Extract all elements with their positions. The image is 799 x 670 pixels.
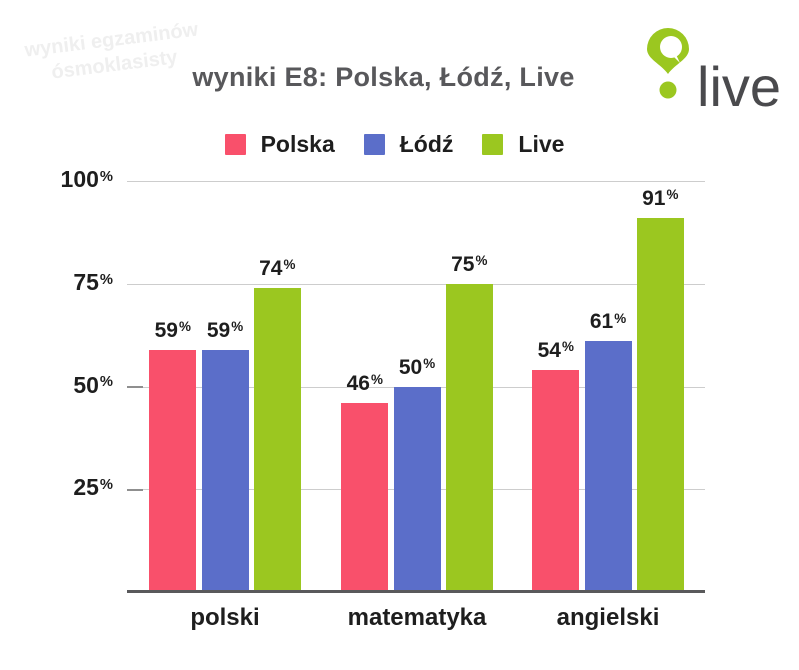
live-logo: live — [633, 24, 793, 118]
y-axis-label-25: 25% — [73, 474, 113, 501]
bar-live-polski — [253, 287, 301, 592]
bar-polska-polski — [149, 349, 197, 592]
x-axis-label-angielski: angielski — [556, 604, 660, 631]
legend-swatch-live — [482, 133, 504, 155]
bar-value-label: 74% — [259, 256, 296, 280]
bar-polska-matematyka — [341, 402, 389, 592]
chart-legend: Polska Łódź Live — [0, 131, 799, 157]
x-axis-label-polski: polski — [190, 604, 260, 631]
x-axis-line — [127, 590, 705, 593]
legend-swatch-polska — [224, 133, 246, 155]
y-tick-mark-50 — [127, 386, 143, 388]
legend-item-łódź: Łódź — [363, 130, 454, 158]
bar-łódź-polski — [201, 349, 249, 592]
bar-value-label: 61% — [589, 310, 627, 334]
chart-title: wyniki E8: Polska, Łódź, Live — [192, 62, 575, 92]
y-tick-mark-25 — [127, 488, 143, 491]
bar-value-label: 59% — [206, 318, 244, 342]
logo-text: live — [697, 55, 782, 118]
plot-area: 59% 46% 54% 59% 50% 61% 74% 75% 91% — [127, 181, 705, 592]
bar-value-label: 59% — [154, 318, 191, 342]
bar-value-label: 54% — [537, 339, 574, 363]
legend-label-łódź: Łódź — [399, 130, 454, 157]
bar-łódź-angielski — [584, 341, 632, 592]
bar-value-label: 50% — [398, 355, 436, 379]
gridline-100 — [127, 181, 705, 182]
bar-value-label: 46% — [346, 371, 383, 395]
bar-polska-angielski — [532, 370, 580, 592]
legend-swatch-łódź — [363, 133, 385, 155]
y-axis-label-75: 75% — [73, 268, 113, 295]
x-axis-label-matematyka: matematyka — [347, 604, 487, 631]
legend-item-polska: Polska — [224, 130, 335, 158]
bar-value-label: 91% — [642, 186, 679, 210]
legend-label-polska: Polska — [260, 130, 335, 157]
bar-value-label: 75% — [451, 252, 488, 276]
location-pin-speech-bubble-icon — [647, 28, 689, 99]
bar-live-angielski — [636, 218, 684, 592]
legend-label-live: Live — [518, 130, 565, 157]
bar-live-matematyka — [445, 283, 493, 592]
legend-item-live: Live — [482, 131, 564, 158]
gridline-75 — [127, 283, 705, 285]
y-axis-label-100: 100% — [60, 166, 113, 192]
y-axis-label-50: 50% — [73, 371, 113, 398]
bar-łódź-matematyka — [393, 386, 441, 592]
